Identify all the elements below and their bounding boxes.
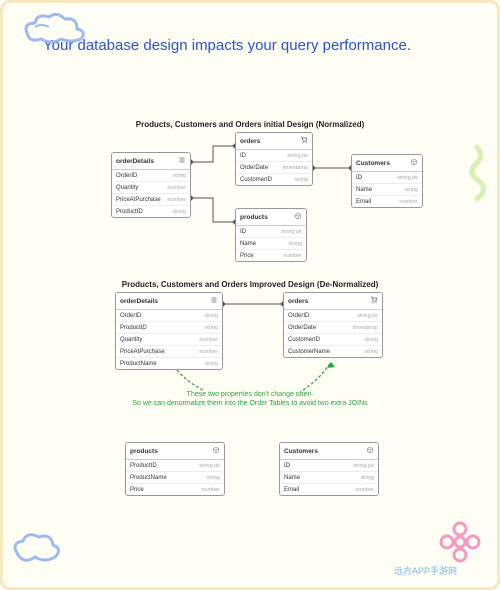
table-header: orderDetails xyxy=(116,293,222,310)
table-row: Emailnumber xyxy=(352,196,422,207)
table-row: Namestring xyxy=(352,184,422,196)
table-row: Namestring xyxy=(280,472,378,484)
table-header: Customers xyxy=(280,443,378,460)
table-row: Quantitynumber xyxy=(112,182,190,194)
table-row: Pricenumber xyxy=(126,484,224,495)
table-orderDetails: orderDetailsOrderIDstringQuantitynumberP… xyxy=(111,152,191,218)
cube-icon xyxy=(294,212,302,222)
table-products: productsIDstring pkNamestringPricenumber xyxy=(235,208,307,262)
cube-icon xyxy=(366,446,374,456)
denorm-note: These two properties don't change often.… xyxy=(3,390,497,408)
table-header: products xyxy=(236,209,306,226)
flower-decoration-icon xyxy=(439,521,481,563)
table-header: orders xyxy=(284,293,382,310)
table-header: Customers xyxy=(352,155,422,172)
diagram-area: Products, Customers and Orders initial D… xyxy=(3,60,497,520)
table-row: OrderIDstring pk xyxy=(284,310,382,322)
note-line-2: So we can denormalize them into the Orde… xyxy=(3,399,497,408)
connectors xyxy=(3,60,500,530)
table-row: ProductNamestring xyxy=(126,472,224,484)
table-row: CustomerIDstring xyxy=(284,334,382,346)
table-orders: ordersOrderIDstring pkOrderDatetimestamp… xyxy=(283,292,383,358)
table-row: ProductIDstring xyxy=(116,322,222,334)
cloud-decoration-icon xyxy=(9,527,65,567)
table-row: OrderIDstring xyxy=(112,170,190,182)
note-line-1: These two properties don't change often. xyxy=(3,390,497,399)
section2-title: Products, Customers and Orders Improved … xyxy=(3,280,497,289)
table-row: ProductIDstring xyxy=(112,206,190,217)
table-row: Quantitynumber xyxy=(116,334,222,346)
table-orders: ordersIDstring pkOrderDatetimestampCusto… xyxy=(235,132,313,186)
table-row: OrderDatetimestamp xyxy=(284,322,382,334)
cart-icon xyxy=(370,296,378,306)
table-row: IDstring pk xyxy=(236,150,312,162)
table-header: orderDetails xyxy=(112,153,190,170)
table-orderDetails: orderDetailsOrderIDstringProductIDstring… xyxy=(115,292,223,370)
cube-icon xyxy=(212,446,220,456)
table-row: ProductNamestring xyxy=(116,358,222,369)
table-row: ProductIDstring pk xyxy=(126,460,224,472)
table-customers: CustomersIDstring pkNamestringEmailnumbe… xyxy=(351,154,423,208)
list-icon xyxy=(210,296,218,306)
table-row: CustomerNamestring xyxy=(284,346,382,357)
list-icon xyxy=(178,156,186,166)
cube-icon xyxy=(410,158,418,168)
section1-title: Products, Customers and Orders initial D… xyxy=(3,120,497,129)
table-row: CustomerIDstring xyxy=(236,174,312,185)
table-header: products xyxy=(126,443,224,460)
table-row: Emailnumber xyxy=(280,484,378,495)
table-header: orders xyxy=(236,133,312,150)
table-row: IDstring pk xyxy=(352,172,422,184)
cart-icon xyxy=(300,136,308,146)
table-row: Namestring xyxy=(236,238,306,250)
table-products: productsProductIDstring pkProductNamestr… xyxy=(125,442,225,496)
table-row: OrderDatetimestamp xyxy=(236,162,312,174)
table-row: Pricenumber xyxy=(236,250,306,261)
table-customers: CustomersIDstring pkNamestringEmailnumbe… xyxy=(279,442,379,496)
table-row: PriceAtPurchasenumber xyxy=(112,194,190,206)
page-title: Your database design impacts your query … xyxy=(3,3,497,60)
table-row: IDstring pk xyxy=(280,460,378,472)
table-row: OrderIDstring xyxy=(116,310,222,322)
table-row: PriceAtPurchasenumber xyxy=(116,346,222,358)
watermark: 远方APP手游网 xyxy=(394,564,457,577)
table-row: IDstring pk xyxy=(236,226,306,238)
